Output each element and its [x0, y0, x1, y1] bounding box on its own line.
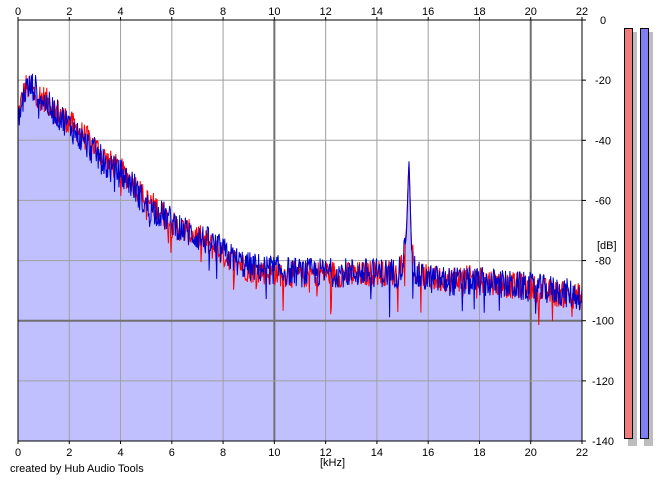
- x-tick-label-top: 4: [117, 6, 123, 18]
- y-tick-label: -40: [595, 135, 611, 147]
- x-tick-label-bottom: 10: [268, 447, 280, 459]
- x-tick-label-top: 6: [169, 6, 175, 18]
- y-tick-label: -60: [595, 195, 611, 207]
- x-tick-label-top: 16: [422, 6, 434, 18]
- x-tick-label-top: 12: [320, 6, 332, 18]
- x-tick-label-bottom: 16: [422, 447, 434, 459]
- x-tick-label-top: 8: [220, 6, 226, 18]
- y-tick-label: -140: [592, 436, 614, 448]
- y-tick-label: -80: [595, 256, 611, 268]
- x-tick-label-bottom: 8: [220, 447, 226, 459]
- y-tick-label: -20: [595, 75, 611, 87]
- x-tick-label-top: 18: [473, 6, 485, 18]
- x-axis-label: [kHz]: [320, 457, 346, 469]
- x-tick-label-top: 22: [576, 6, 588, 18]
- left-channel-level-meter: [624, 28, 633, 439]
- x-tick-label-bottom: 0: [15, 447, 21, 459]
- x-tick-label-bottom: 2: [66, 447, 72, 459]
- x-tick-label-bottom: 12: [320, 447, 332, 459]
- right-channel-level-meter: [640, 28, 649, 439]
- x-tick-label-top: 2: [66, 6, 72, 18]
- y-axis-label: [dB]: [597, 240, 617, 252]
- x-tick-label-bottom: 14: [371, 447, 383, 459]
- y-tick-label: 0: [600, 15, 606, 27]
- x-tick-label-bottom: 18: [473, 447, 485, 459]
- x-tick-label-bottom: 22: [576, 447, 588, 459]
- y-tick-label: -120: [592, 376, 614, 388]
- credit-text: created by Hub Audio Tools: [10, 463, 144, 475]
- series-line-right-channel: [17, 73, 583, 318]
- plot-frame: [17, 19, 583, 442]
- x-tick-label-top: 20: [525, 6, 537, 18]
- x-tick-label-bottom: 20: [525, 447, 537, 459]
- x-tick-label-bottom: 4: [117, 447, 123, 459]
- spectrum-fill-area: [18, 73, 582, 442]
- y-tick-label: -100: [592, 316, 614, 328]
- x-tick-label-top: 10: [268, 6, 280, 18]
- x-tick-label-top: 0: [15, 6, 21, 18]
- x-tick-label-top: 14: [371, 6, 383, 18]
- x-tick-label-bottom: 6: [169, 447, 175, 459]
